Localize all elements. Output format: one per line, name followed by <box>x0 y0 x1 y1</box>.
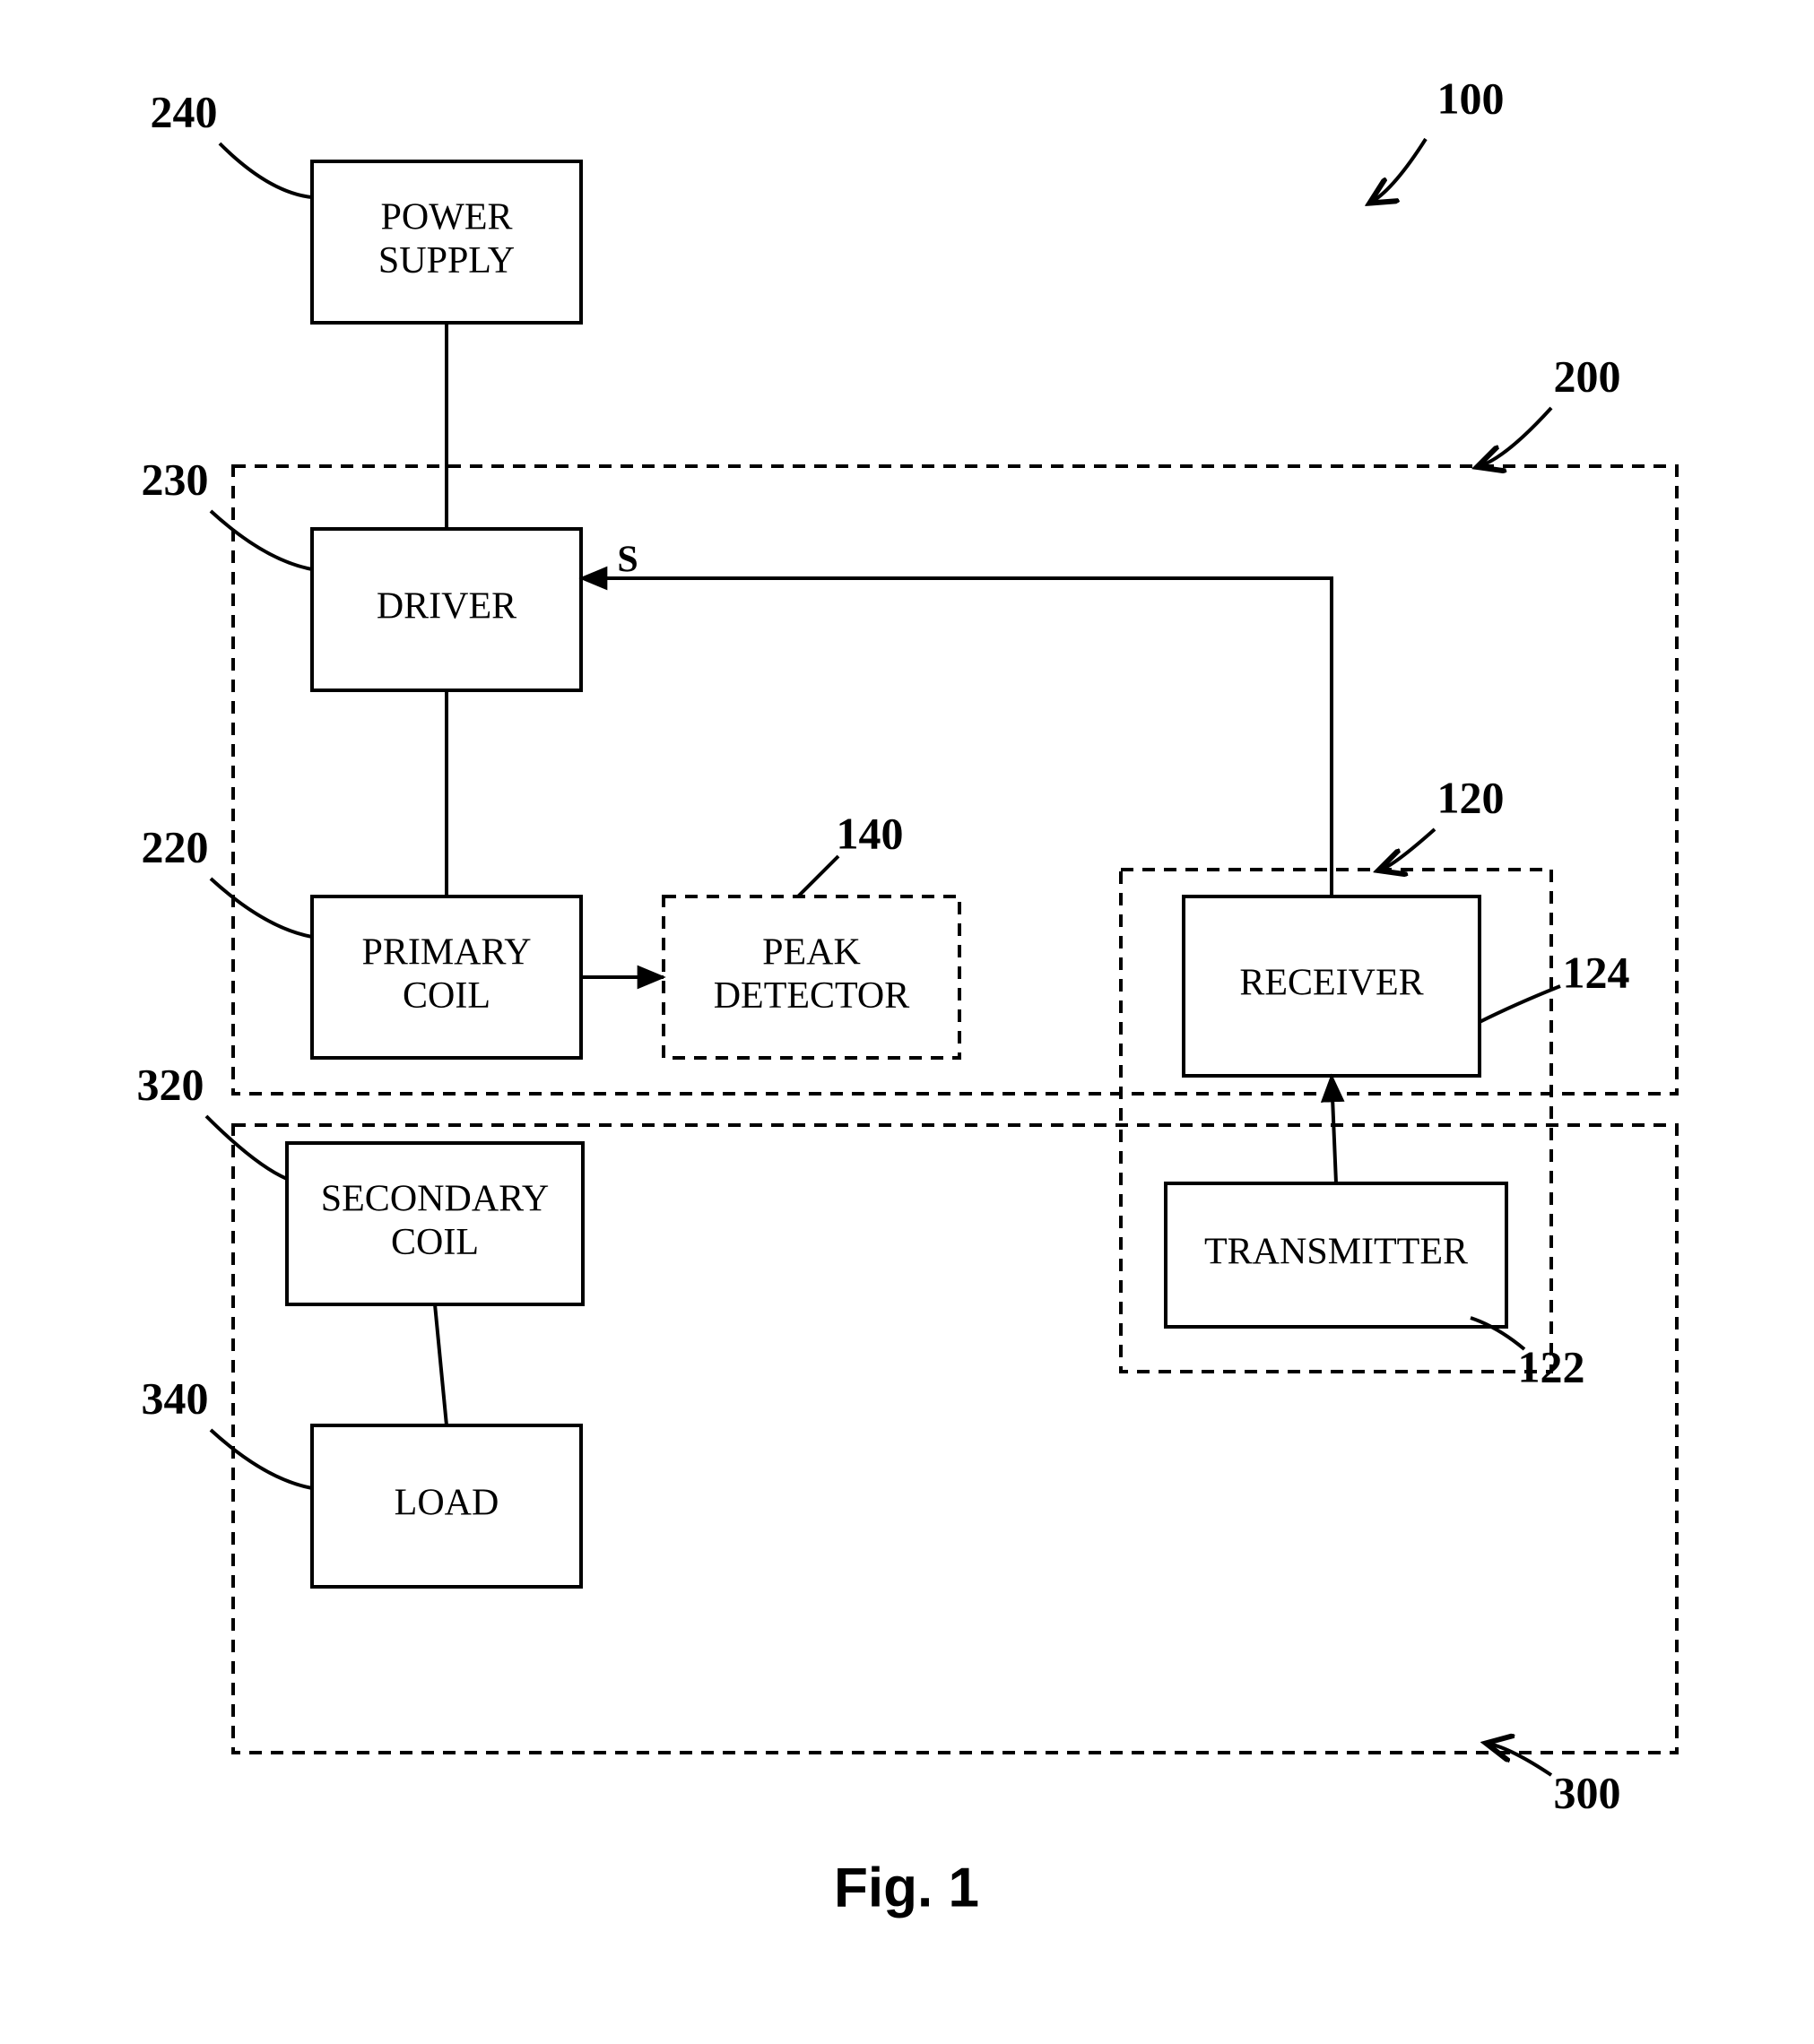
block-receiver: RECEIVER <box>1184 896 1480 1076</box>
ref-label-300: 300 <box>1554 1767 1621 1817</box>
block-power_supply: POWERSUPPLY <box>312 161 581 323</box>
ref-label-220: 220 <box>142 821 209 871</box>
ref-label-120: 120 <box>1437 772 1505 822</box>
ref-label-320: 320 <box>137 1059 204 1109</box>
block-driver: DRIVER <box>312 529 581 690</box>
block-label-secondary_coil: SECONDARY <box>321 1178 549 1219</box>
block-label-transmitter: TRANSMITTER <box>1204 1232 1468 1273</box>
block-transmitter: TRANSMITTER <box>1166 1183 1506 1327</box>
block-label-load: LOAD <box>395 1483 499 1524</box>
signal-label-s: S <box>617 540 638 581</box>
block-diagram: POWERSUPPLYDRIVERPRIMARYCOILPEAKDETECTOR… <box>0 0 1814 2044</box>
leader-140 <box>798 856 838 896</box>
block-label-primary_coil: PRIMARY <box>361 931 531 973</box>
leader-300 <box>1489 1744 1551 1775</box>
ref-label-340: 340 <box>142 1373 209 1423</box>
block-primary_coil: PRIMARYCOIL <box>312 896 581 1058</box>
figure-label: Fig. 1 <box>834 1857 979 1918</box>
leader-100 <box>1372 139 1426 202</box>
block-label-driver: DRIVER <box>377 586 516 628</box>
ref-label-122: 122 <box>1518 1341 1585 1391</box>
leader-230 <box>211 511 312 569</box>
leader-120 <box>1381 829 1435 870</box>
ref-label-230: 230 <box>142 454 209 504</box>
block-label-secondary_coil: COIL <box>391 1222 479 1263</box>
block-label-primary_coil: COIL <box>403 975 490 1017</box>
leader-124 <box>1480 986 1560 1022</box>
ref-label-240: 240 <box>151 86 218 136</box>
block-label-peak_detector: DETECTOR <box>714 975 910 1017</box>
ref-label-100: 100 <box>1437 73 1505 123</box>
leader-240 <box>220 143 312 197</box>
leader-340 <box>211 1430 312 1488</box>
ref-label-124: 124 <box>1563 947 1630 997</box>
block-label-peak_detector: PEAK <box>762 931 861 973</box>
leader-220 <box>211 879 312 937</box>
block-label-power_supply: POWER <box>381 196 513 238</box>
block-load: LOAD <box>312 1425 581 1587</box>
conn-secondary_coil-load <box>435 1304 447 1425</box>
leader-320 <box>206 1116 287 1179</box>
ref-label-140: 140 <box>837 808 904 858</box>
block-secondary_coil: SECONDARYCOIL <box>287 1143 583 1304</box>
block-peak_detector: PEAKDETECTOR <box>664 896 959 1058</box>
block-label-power_supply: SUPPLY <box>378 240 515 281</box>
conn-receiver-driver <box>581 578 1332 896</box>
block-label-receiver: RECEIVER <box>1239 963 1423 1004</box>
leader-200 <box>1480 408 1551 466</box>
ref-label-200: 200 <box>1554 351 1621 401</box>
